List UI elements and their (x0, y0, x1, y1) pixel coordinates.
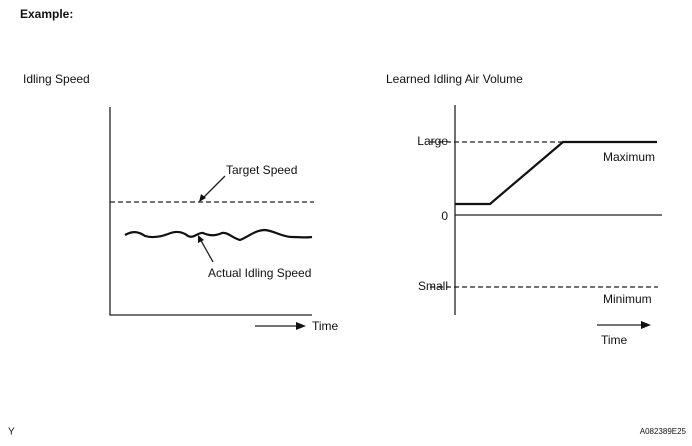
level-label: Small (418, 279, 448, 293)
label: Target Speed (226, 163, 297, 177)
page-title: Example: (20, 7, 73, 21)
panel-title: Idling Speed (23, 72, 90, 86)
label: Minimum (603, 292, 652, 306)
axis-label: Time (601, 333, 628, 347)
volume-curve (455, 140, 657, 206)
label: Actual Idling Speed (208, 266, 311, 280)
label: Maximum (603, 150, 655, 164)
arrowhead (198, 235, 204, 243)
axes (109, 107, 312, 316)
panel-title: Learned Idling Air Volume (386, 72, 523, 86)
footer-mark: Y (8, 427, 15, 438)
pointer (200, 175, 226, 201)
level-label: 0 (441, 209, 448, 223)
arrowhead (641, 321, 651, 329)
arrowhead (199, 194, 206, 202)
axis-label: Time (312, 319, 339, 333)
arrowhead (296, 322, 306, 330)
actual-curve (124, 228, 313, 242)
level-label: Large (417, 134, 448, 148)
footer-code: A082389E25 (640, 427, 687, 436)
